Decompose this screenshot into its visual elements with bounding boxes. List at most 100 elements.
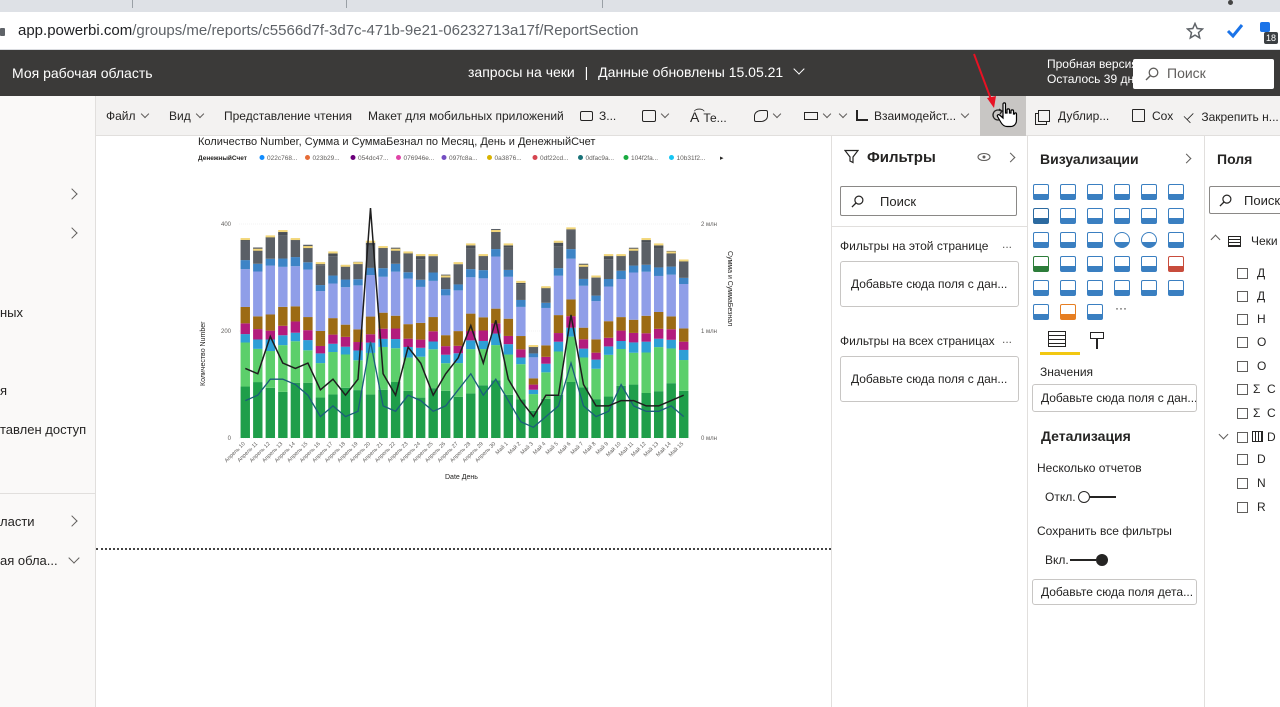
visual-type-icon[interactable] xyxy=(1114,184,1130,200)
format-paint-roller-icon[interactable] xyxy=(1090,332,1104,350)
field-name[interactable]: N xyxy=(1257,476,1266,490)
field-checkbox[interactable] xyxy=(1237,384,1248,395)
save-button[interactable]: Сох xyxy=(1132,109,1173,123)
visual-type-icon[interactable] xyxy=(1060,256,1076,272)
visual-type-icon[interactable] xyxy=(1141,184,1157,200)
duplicate-button[interactable]: Дублир... xyxy=(1038,109,1109,123)
visual-type-icon[interactable] xyxy=(1060,304,1076,320)
visual-type-icon[interactable] xyxy=(1033,280,1049,296)
legend-item[interactable]: 023b29... xyxy=(313,155,340,162)
visual-type-icon[interactable] xyxy=(1168,256,1184,272)
visual-type-icon[interactable] xyxy=(1033,232,1049,248)
field-checkbox[interactable] xyxy=(1237,337,1248,348)
cross-report-toggle[interactable] xyxy=(1078,491,1118,503)
visual-type-icon[interactable] xyxy=(1033,208,1049,224)
legend-item[interactable]: 0dfac9a... xyxy=(586,155,615,162)
visual-type-icon[interactable] xyxy=(1168,184,1184,200)
field-checkbox[interactable] xyxy=(1237,291,1248,302)
legend-item[interactable]: 10b31f2... xyxy=(677,155,706,162)
legend-item[interactable]: 097fc8a... xyxy=(449,155,478,162)
buttons-button[interactable] xyxy=(804,109,832,123)
visual-type-icon[interactable] xyxy=(1114,280,1130,296)
visual-type-icon[interactable] xyxy=(1060,208,1076,224)
field-checkbox[interactable] xyxy=(1237,478,1248,489)
visual-type-icon[interactable] xyxy=(1114,256,1130,272)
field-name[interactable]: R xyxy=(1257,500,1266,514)
filters-this-page-well[interactable]: Добавьте сюда поля с дан... xyxy=(840,261,1019,307)
field-checkbox[interactable] xyxy=(1237,314,1248,325)
collapse-chevron-icon[interactable] xyxy=(1005,152,1016,163)
visual-type-icon[interactable] xyxy=(1168,208,1184,224)
drillthrough-well[interactable]: Добавьте сюда поля дета... xyxy=(1032,579,1197,605)
visual-type-icon[interactable] xyxy=(1141,280,1157,296)
chart-legend[interactable]: ДенежныйСчет 022c768... 023b29... 054dc47..… xyxy=(198,154,724,162)
interactions-button[interactable]: Взаимодейст... xyxy=(856,109,970,123)
visual-type-icon[interactable] xyxy=(1114,208,1130,224)
visual-type-icon[interactable] xyxy=(1060,232,1076,248)
explore-button[interactable] xyxy=(642,109,670,123)
field-name[interactable]: D xyxy=(1257,452,1266,466)
visual-type-icon[interactable] xyxy=(1141,208,1157,224)
visual-type-icon[interactable] xyxy=(1087,304,1103,320)
field-checkbox[interactable] xyxy=(1237,432,1248,443)
view-menu[interactable]: Вид xyxy=(169,109,204,123)
field-name[interactable]: D xyxy=(1267,430,1276,444)
visual-chevron[interactable] xyxy=(834,109,848,123)
report-title[interactable]: запросы на чеки | Данные обновлены 15.05… xyxy=(468,63,805,80)
field-checkbox[interactable] xyxy=(1237,454,1248,465)
legend-item[interactable]: 076946e... xyxy=(404,155,435,162)
visual-type-icon[interactable] xyxy=(1060,184,1076,200)
file-menu[interactable]: Файл xyxy=(106,109,149,123)
fields-tab[interactable] xyxy=(1040,331,1080,355)
eye-icon[interactable] xyxy=(977,152,991,162)
mobile-layout-button[interactable]: Макет для мобильных приложений xyxy=(368,109,564,123)
field-checkbox[interactable] xyxy=(1237,268,1248,279)
visual-type-icon[interactable] xyxy=(1087,256,1103,272)
visual-type-icon[interactable] xyxy=(1141,256,1157,272)
visual-type-icon[interactable] xyxy=(1141,232,1157,248)
field-name[interactable]: С xyxy=(1267,382,1276,396)
text-box-button[interactable]: A͡ Те... xyxy=(690,109,727,125)
more-options-icon[interactable]: ... xyxy=(1002,237,1013,251)
chevron-down-icon[interactable] xyxy=(68,552,80,564)
visual-type-icon[interactable] xyxy=(1033,256,1049,272)
field-checkbox[interactable] xyxy=(1237,361,1248,372)
legend-item[interactable]: 104f2fa... xyxy=(631,155,658,162)
nav-item-recent[interactable]: я xyxy=(0,383,8,398)
legend-item[interactable]: 022c768... xyxy=(267,155,298,162)
bookmark-star-icon[interactable] xyxy=(1186,22,1204,40)
pin-button[interactable]: ⊥ Закрепить н... xyxy=(1181,107,1279,126)
browser-address-bar[interactable]: app.powerbi.com/groups/me/reports/c5566d… xyxy=(0,12,1280,50)
chevron-right-icon[interactable] xyxy=(66,227,78,239)
visual-type-icon[interactable] xyxy=(1087,280,1103,296)
visual-type-icon[interactable] xyxy=(1033,184,1049,200)
field-name[interactable]: О xyxy=(1257,335,1267,349)
trial-info[interactable]: Пробная версия: Осталось 39 дн. xyxy=(1047,57,1141,87)
combo-chart[interactable]: Количество Number, Сумма и СуммаБезнал п… xyxy=(96,136,831,546)
url-text[interactable]: app.powerbi.com/groups/me/reports/c5566d… xyxy=(18,22,638,39)
nav-item-workspaces[interactable]: ласти xyxy=(0,514,35,529)
table-name-checks[interactable]: Чеки xyxy=(1251,234,1278,248)
visual-type-icon[interactable] xyxy=(1087,208,1103,224)
menu-dot-icon[interactable] xyxy=(1228,0,1233,5)
legend-item[interactable]: 0df22cd... xyxy=(540,155,569,162)
field-name[interactable]: Н xyxy=(1257,312,1266,326)
nav-item-shared-with-me[interactable]: тавлен доступ xyxy=(0,422,87,437)
field-name[interactable]: С xyxy=(1267,406,1276,420)
visual-type-icon[interactable] xyxy=(1060,280,1076,296)
visual-type-icon[interactable] xyxy=(1168,232,1184,248)
chevron-up-icon[interactable] xyxy=(1210,234,1221,245)
comments-button[interactable]: З... xyxy=(580,109,616,123)
fields-search-input[interactable]: Поиск xyxy=(1209,186,1280,214)
nav-item-shared-data[interactable]: ных xyxy=(0,305,24,320)
extension-check-icon[interactable] xyxy=(1226,22,1244,40)
chevron-down-icon[interactable] xyxy=(1218,429,1229,440)
field-name[interactable]: О xyxy=(1257,359,1267,373)
extension-calendar-icon[interactable]: 18 xyxy=(1256,20,1278,44)
field-checkbox[interactable] xyxy=(1237,502,1248,513)
field-checkbox[interactable] xyxy=(1237,408,1248,419)
values-well[interactable]: Добавьте сюда поля с дан... xyxy=(1032,384,1197,412)
visual-type-icon[interactable] xyxy=(1033,304,1049,320)
legend-item[interactable]: 0a3876... xyxy=(495,155,522,162)
header-search-input[interactable]: Поиск xyxy=(1133,59,1274,89)
